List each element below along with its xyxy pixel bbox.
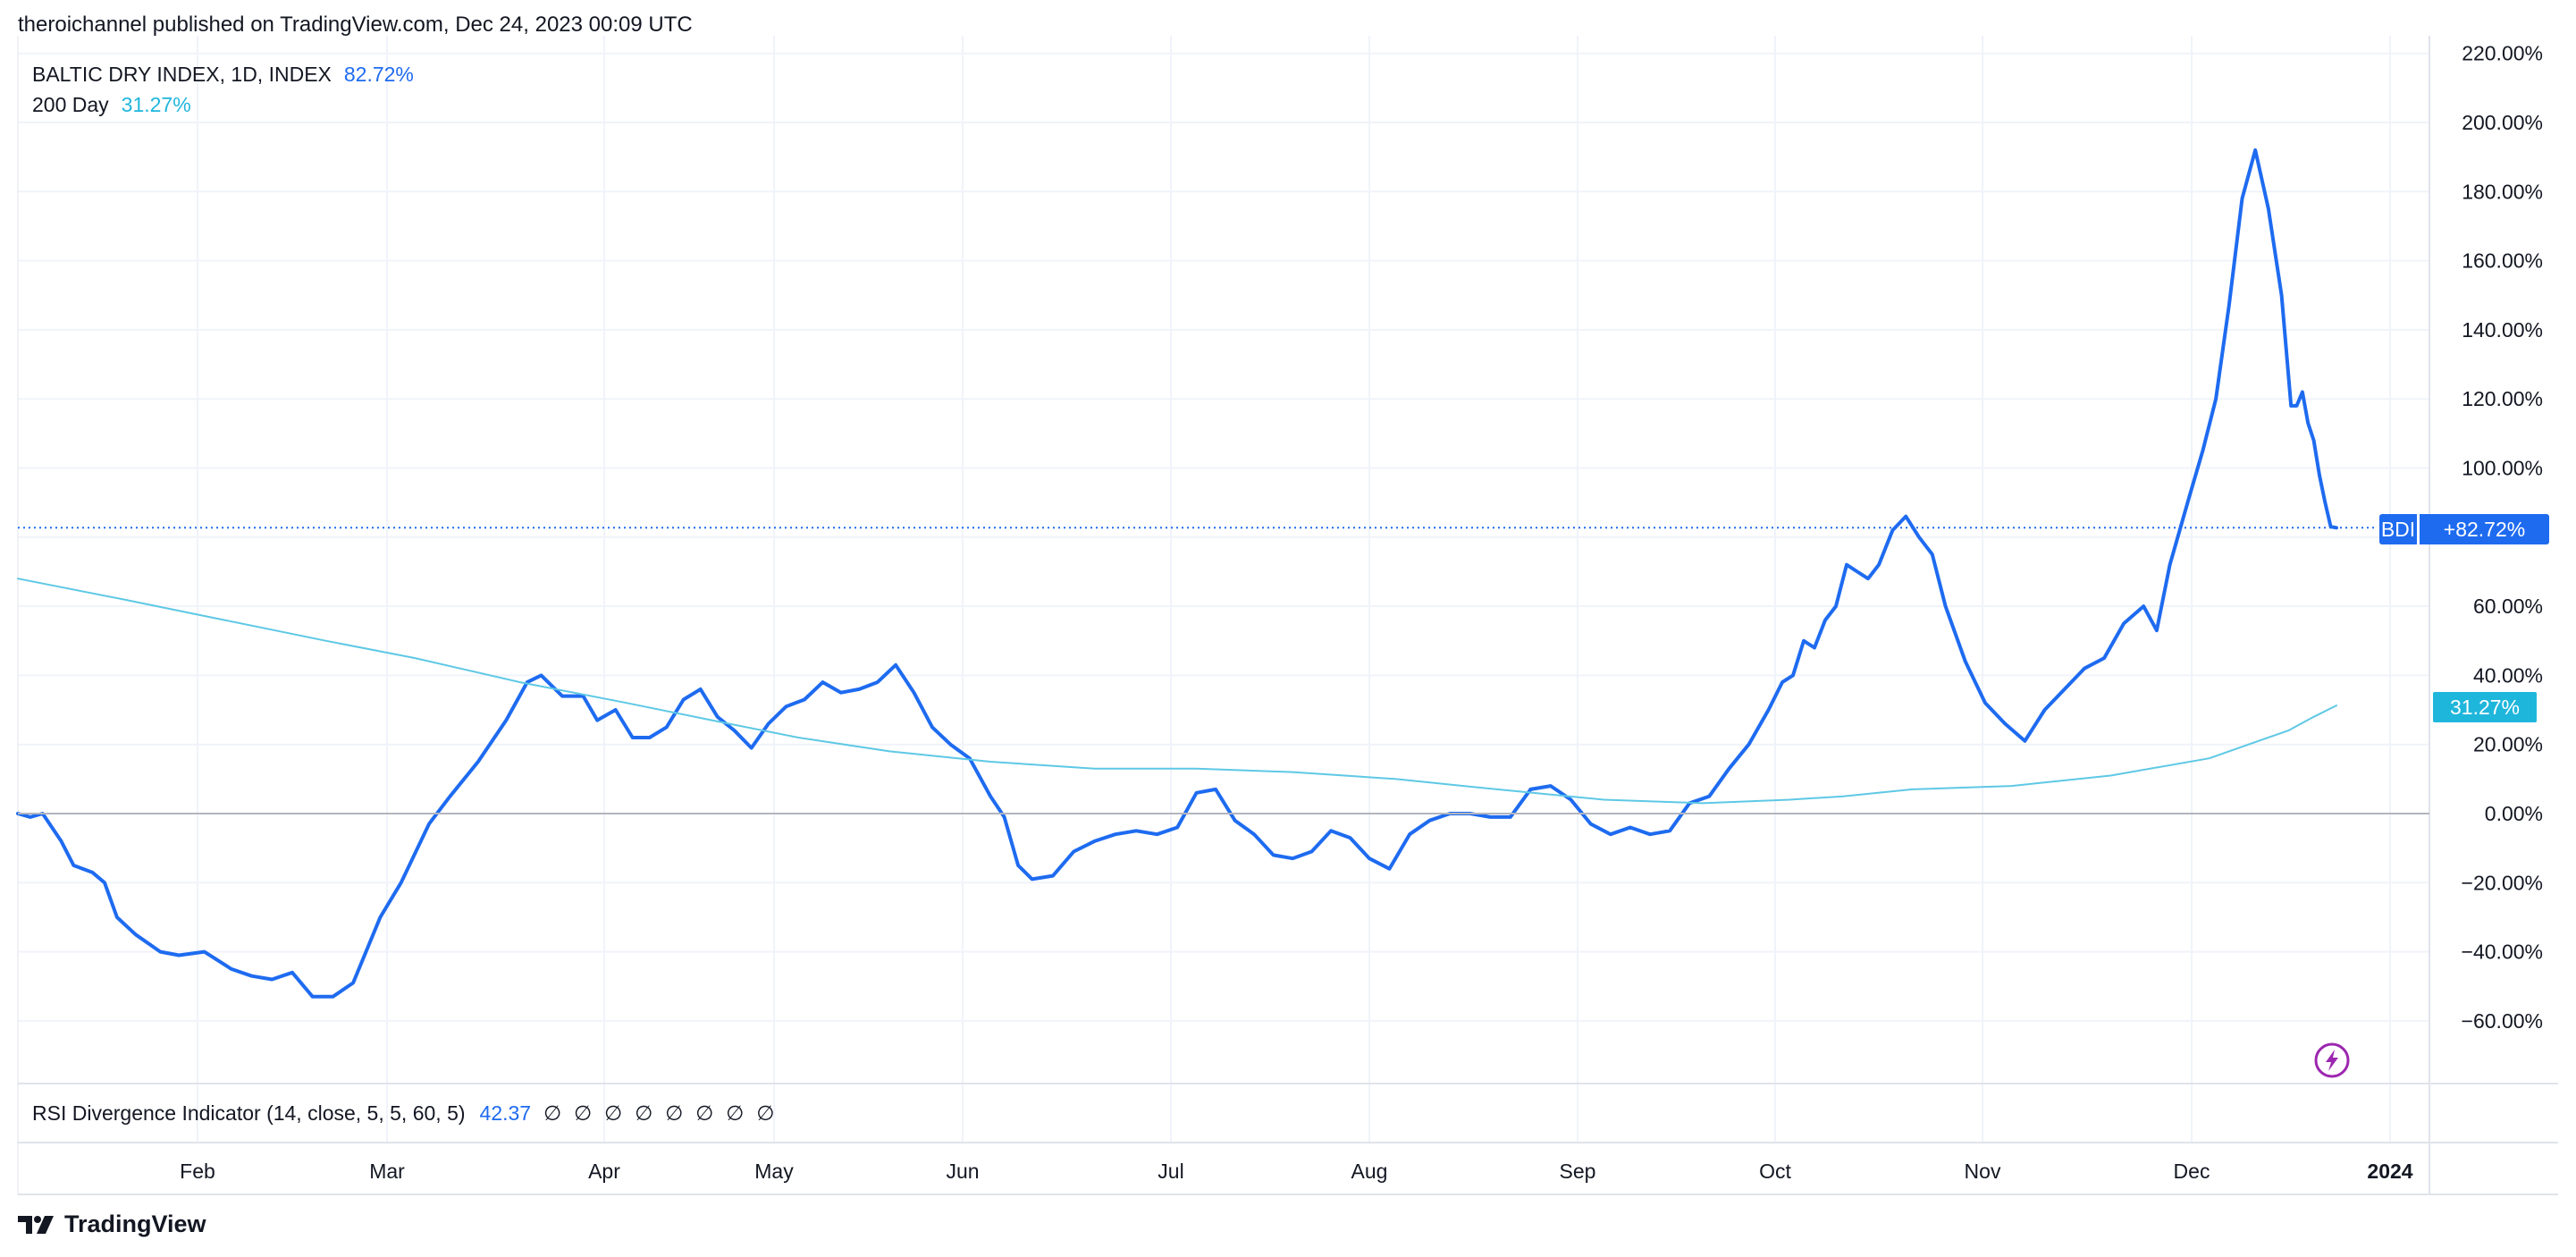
legend-symbol-value: 82.72% xyxy=(343,63,414,86)
x-tick-label: Mar xyxy=(369,1160,405,1183)
lightning-icon[interactable] xyxy=(2314,1042,2350,1078)
legend-ma-label: 200 Day xyxy=(32,93,109,116)
y-tick-label: 60.00% xyxy=(2473,595,2543,618)
panel-separators xyxy=(17,36,2558,1195)
y-tick-label: −40.00% xyxy=(2462,941,2543,964)
x-tick-label: Jun xyxy=(946,1160,979,1183)
y-tick-label: 160.00% xyxy=(2462,249,2543,273)
x-tick-label: Oct xyxy=(1759,1160,1791,1183)
legend-ma-row[interactable]: 200 Day 31.27% xyxy=(32,93,191,117)
bdi-value-badge: +82.72% xyxy=(2420,514,2549,544)
y-tick-label: −60.00% xyxy=(2462,1009,2543,1033)
legend-symbol-row[interactable]: BALTIC DRY INDEX, 1D, INDEX 82.72% xyxy=(32,63,414,87)
tradingview-brand[interactable]: TradingView xyxy=(18,1211,206,1238)
legend-ma-value: 31.27% xyxy=(121,93,191,116)
y-tick-label: 220.00% xyxy=(2462,42,2543,65)
x-tick-label: Aug xyxy=(1351,1160,1388,1183)
rsi-indicator-legend[interactable]: RSI Divergence Indicator (14, close, 5, … xyxy=(32,1101,787,1126)
chart-marks xyxy=(18,527,2429,814)
legend-symbol-label: BALTIC DRY INDEX, 1D, INDEX xyxy=(32,63,332,86)
y-tick-label: 200.00% xyxy=(2462,111,2543,134)
y-tick-label: 40.00% xyxy=(2473,663,2543,687)
y-tick-label: 20.00% xyxy=(2473,733,2543,756)
tradingview-logo-icon xyxy=(18,1215,54,1234)
y-tick-label: 120.00% xyxy=(2462,387,2543,410)
series-group xyxy=(16,148,2338,999)
rsi-null-values: ∅∅∅∅∅∅∅∅ xyxy=(543,1101,787,1125)
y-axis-ticks: 220.00% 200.00% 180.00% 160.00% 140.00% 120.0… xyxy=(2462,42,2543,1033)
x-tick-label: Feb xyxy=(180,1160,215,1183)
publish-info: theroichannel published on TradingView.c… xyxy=(18,13,693,37)
ma-200-line xyxy=(17,578,2337,805)
x-tick-label: 2024 xyxy=(2367,1160,2412,1183)
x-tick-label: Dec xyxy=(2174,1160,2210,1183)
rsi-indicator-label: RSI Divergence Indicator (14, close, 5, … xyxy=(32,1101,466,1125)
y-tick-label: 140.00% xyxy=(2462,318,2543,342)
bdi-name-badge: BDI xyxy=(2379,514,2417,544)
chart-grid xyxy=(18,36,2429,1143)
y-tick-label: 180.00% xyxy=(2462,180,2543,203)
y-tick-label: 0.00% xyxy=(2485,802,2543,825)
ma-value-badge: 31.27% xyxy=(2433,692,2537,722)
bdi-price-line xyxy=(16,148,2338,999)
brand-name: TradingView xyxy=(64,1211,206,1237)
y-tick-label: −20.00% xyxy=(2462,871,2543,894)
x-tick-label: Sep xyxy=(1560,1160,1596,1183)
y-tick-label: 100.00% xyxy=(2462,457,2543,480)
x-tick-label: Apr xyxy=(588,1160,620,1183)
x-tick-label: May xyxy=(754,1160,794,1183)
rsi-indicator-value: 42.37 xyxy=(479,1101,532,1125)
x-tick-label: Nov xyxy=(1965,1160,2001,1183)
x-tick-label: Jul xyxy=(1158,1160,1183,1183)
x-axis-ticks: Feb Mar Apr May Jun Jul Aug Sep Oct Nov Dec 2024 xyxy=(180,1160,2413,1183)
